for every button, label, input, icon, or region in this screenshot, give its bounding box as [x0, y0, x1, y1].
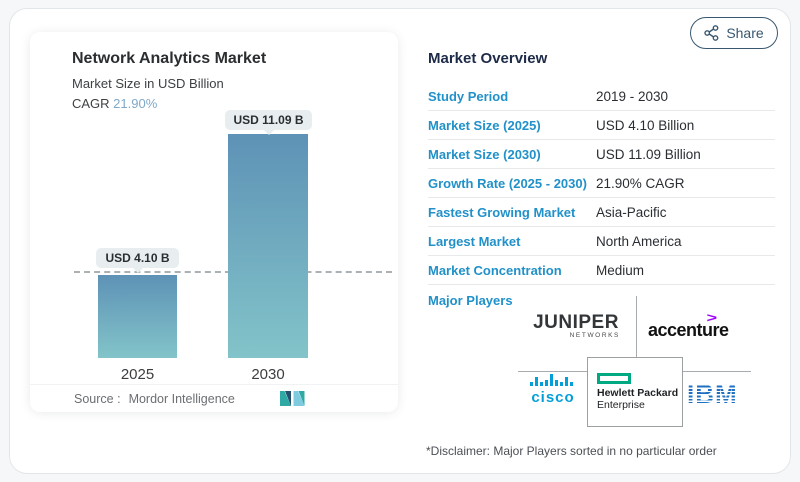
market-overview-table: Study Period 2019 - 2030 Market Size (20… [428, 82, 775, 285]
accenture-logo: > accenture [648, 310, 740, 341]
share-button-label: Share [726, 25, 764, 41]
players-disclaimer: *Disclaimer: Major Players sorted in no … [426, 444, 717, 458]
cagr-value: 21.90% [113, 96, 158, 111]
row-value: 2019 - 2030 [596, 88, 669, 104]
row-value: USD 11.09 Billion [596, 146, 701, 162]
players-grid-divider-right [683, 371, 751, 372]
players-grid-divider-vertical [636, 296, 637, 357]
cagr-label: CAGR [72, 96, 114, 111]
source-label: Source : [74, 391, 121, 406]
table-row: Fastest Growing Market Asia-Pacific [428, 198, 775, 227]
row-label: Study Period [428, 88, 509, 104]
chart-source-row: Source : Mordor Intelligence [30, 384, 398, 412]
share-icon [704, 25, 719, 41]
market-size-chart-card: Network Analytics Market Market Size in … [30, 32, 398, 412]
row-value: USD 4.10 Billion [596, 117, 695, 133]
row-label: Market Concentration [428, 262, 562, 278]
chart-cagr: CAGR 21.90% [72, 96, 157, 111]
x-axis-label-2025: 2025 [120, 366, 155, 383]
row-value: North America [596, 233, 682, 249]
row-value: Asia-Pacific [596, 204, 667, 220]
table-row: Growth Rate (2025 - 2030) 21.90% CAGR [428, 169, 775, 198]
hpe-logo-text-line1: Hewlett Packard [597, 387, 679, 399]
row-value: Medium [596, 262, 645, 278]
bar-value-label-2025: USD 4.10 B [96, 248, 179, 273]
row-label: Fastest Growing Market [428, 204, 576, 220]
row-value: 21.90% CAGR [596, 175, 685, 191]
bar-2030 [228, 134, 308, 358]
ibm-logo: IBM [687, 379, 738, 409]
juniper-logo-subtext: NETWORKS [569, 332, 620, 339]
table-row: Market Size (2030) USD 11.09 Billion [428, 140, 775, 169]
juniper-logo-text: JUNIPER [533, 312, 619, 333]
x-axis-label-2030: 2030 [251, 366, 285, 383]
cisco-logo-text: cisco [531, 389, 575, 406]
juniper-networks-logo: JUNIPER NETWORKS [528, 312, 624, 339]
hpe-logo: Hewlett Packard Enterprise [587, 357, 683, 427]
table-row: Market Concentration Medium [428, 256, 775, 285]
market-overview-title: Market Overview [428, 50, 548, 67]
players-grid-divider-left [518, 371, 587, 372]
accenture-logo-text: accenture [648, 320, 729, 340]
bar-2025 [98, 275, 177, 358]
hpe-rectangle-icon [597, 373, 631, 384]
source-value: Mordor Intelligence [128, 391, 235, 406]
cisco-logo: cisco [524, 373, 582, 405]
major-players-label: Major Players [428, 293, 513, 308]
row-label: Market Size (2025) [428, 117, 541, 133]
chart-subtitle: Market Size in USD Billion [72, 76, 224, 91]
table-row: Largest Market North America [428, 227, 775, 256]
accenture-symbol-icon: > [706, 310, 718, 325]
table-row: Study Period 2019 - 2030 [428, 82, 775, 111]
hpe-logo-text-line2: Enterprise [597, 399, 645, 411]
bar-value-label-2030: USD 11.09 B [225, 110, 312, 135]
mordor-intelligence-logo [280, 391, 305, 406]
row-label: Largest Market [428, 233, 521, 249]
row-label: Market Size (2030) [428, 146, 541, 162]
cisco-bars-icon [530, 374, 573, 386]
chart-title: Network Analytics Market [72, 50, 267, 67]
share-button[interactable]: Share [690, 17, 778, 49]
row-label: Growth Rate (2025 - 2030) [428, 175, 587, 191]
table-row: Market Size (2025) USD 4.10 Billion [428, 111, 775, 140]
